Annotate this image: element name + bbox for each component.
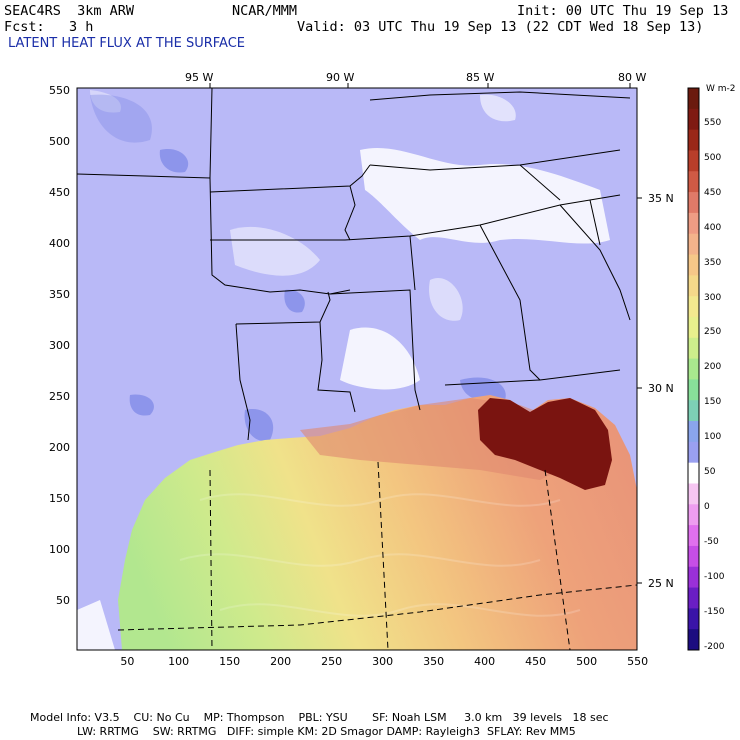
colorbar-tick-label: -150: [704, 606, 725, 617]
colorbar-swatch: [688, 608, 699, 630]
high-flux-region: [478, 398, 612, 490]
colorbar-swatch: [688, 275, 699, 297]
colorbar-swatch: [688, 400, 699, 422]
x-tick-label: 100: [168, 655, 190, 668]
y-tick-label: 400: [49, 237, 70, 250]
colorbar-swatch: [688, 504, 699, 526]
colorbar-tick-label: 500: [704, 152, 722, 163]
colorbar-swatch: [688, 192, 699, 214]
colorbar-swatch: [688, 212, 699, 235]
colorbar-tick-label: 200: [704, 362, 722, 373]
field-title: LATENT HEAT FLUX AT THE SURFACE: [8, 36, 246, 51]
footer-physics-info: LW: RRTMG SW: RRTMG DIFF: simple KM: 2D …: [77, 725, 576, 738]
colorbar-swatch: [688, 296, 699, 318]
colorbar-frame: [687, 87, 700, 651]
x-tick-label: 50: [120, 655, 135, 668]
y-tick-label: 500: [49, 135, 70, 148]
y-tick-label: 200: [49, 441, 70, 454]
colorbar-swatch: [688, 316, 699, 339]
model-name: SEAC4RS 3km ARW: [4, 3, 135, 19]
colorbar-tick-label: 400: [704, 222, 722, 233]
colorbar-swatch: [688, 525, 699, 547]
colorbar-tick-label: 150: [704, 397, 722, 408]
colorbar-swatch: [688, 254, 699, 276]
x-tick-label: 150: [219, 655, 241, 668]
forecast-hour: Fcst: 3 h: [4, 19, 94, 35]
colorbar-tick-label: 250: [704, 327, 722, 338]
y-tick-label: 250: [49, 390, 70, 403]
lon-label-85w: 85 W: [466, 71, 495, 84]
lon-label-95w: 95 W: [185, 71, 214, 84]
colorbar-swatch: [688, 566, 699, 589]
colorbar-tick-label: 0: [704, 501, 710, 512]
colorbar-tick-label: -50: [704, 536, 719, 547]
y-tick-label: 550: [49, 84, 70, 97]
y-tick-label: 350: [49, 288, 70, 301]
colorbar-tick-label: 550: [704, 118, 722, 128]
colorbar-swatch: [688, 441, 699, 464]
lon-label-90w: 90 W: [326, 71, 355, 84]
y-tick-label: 100: [49, 543, 70, 556]
y-tick-label: 150: [49, 492, 70, 505]
y-tick-label: 50: [56, 594, 70, 607]
colorbar-swatch: [688, 358, 699, 380]
colorbar-swatch: [688, 629, 699, 651]
colorbar-swatch: [688, 129, 699, 151]
colorbar-unit: W m-2: [706, 84, 736, 94]
lat-label-35n: 35 N: [648, 192, 674, 205]
colorbar-swatch: [688, 233, 699, 256]
x-tick-label: 500: [576, 655, 598, 668]
colorbar-swatch: [688, 483, 699, 505]
colorbar-swatch: [688, 150, 699, 172]
footer-model-info: Model Info: V3.5 CU: No Cu MP: Thompson …: [30, 711, 609, 724]
colorbar-tick-label: 100: [704, 432, 722, 443]
state-borders: [77, 88, 631, 441]
colorbar-swatch: [688, 462, 699, 484]
valid-time: Valid: 03 UTC Thu 19 Sep 13 (22 CDT Wed …: [297, 19, 704, 35]
colorbar-swatch: [688, 88, 699, 110]
colorbar-swatch: [688, 421, 699, 443]
y-tick-label: 300: [49, 339, 70, 352]
lat-label-30n: 30 N: [648, 382, 674, 395]
colorbar: [687, 87, 700, 651]
x-tick-label: 550: [627, 655, 649, 668]
lon-label-80w: 80 W: [618, 71, 647, 84]
latlon-grid: [117, 461, 637, 650]
colorbar-tick-label: -200: [704, 641, 725, 652]
x-tick-label: 300: [372, 655, 394, 668]
colorbar-swatch: [688, 171, 699, 193]
y-tick-label: 450: [49, 186, 70, 199]
organization-label: NCAR/MMM: [232, 3, 298, 19]
colorbar-swatch: [688, 545, 699, 568]
colorbar-tick-label: 450: [704, 187, 722, 198]
colorbar-swatch: [688, 379, 699, 401]
colorbar-swatch: [688, 337, 699, 360]
colorbar-tick-label: 300: [704, 292, 722, 303]
lat-label-25n: 25 N: [648, 577, 674, 590]
x-tick-label: 400: [474, 655, 496, 668]
x-tick-label: 350: [423, 655, 445, 668]
colorbar-swatch: [688, 108, 699, 131]
x-tick-label: 450: [525, 655, 547, 668]
init-time: Init: 00 UTC Thu 19 Sep 13: [517, 3, 729, 19]
x-tick-label: 250: [321, 655, 343, 668]
plot-frame: [76, 87, 638, 651]
colorbar-tick-label: -100: [704, 571, 725, 582]
colorbar-swatch: [688, 587, 699, 609]
low-flux-patches: [77, 90, 610, 650]
x-tick-label: 200: [270, 655, 292, 668]
colorbar-tick-label: 50: [704, 467, 716, 477]
colorbar-tick-label: 350: [704, 257, 722, 268]
